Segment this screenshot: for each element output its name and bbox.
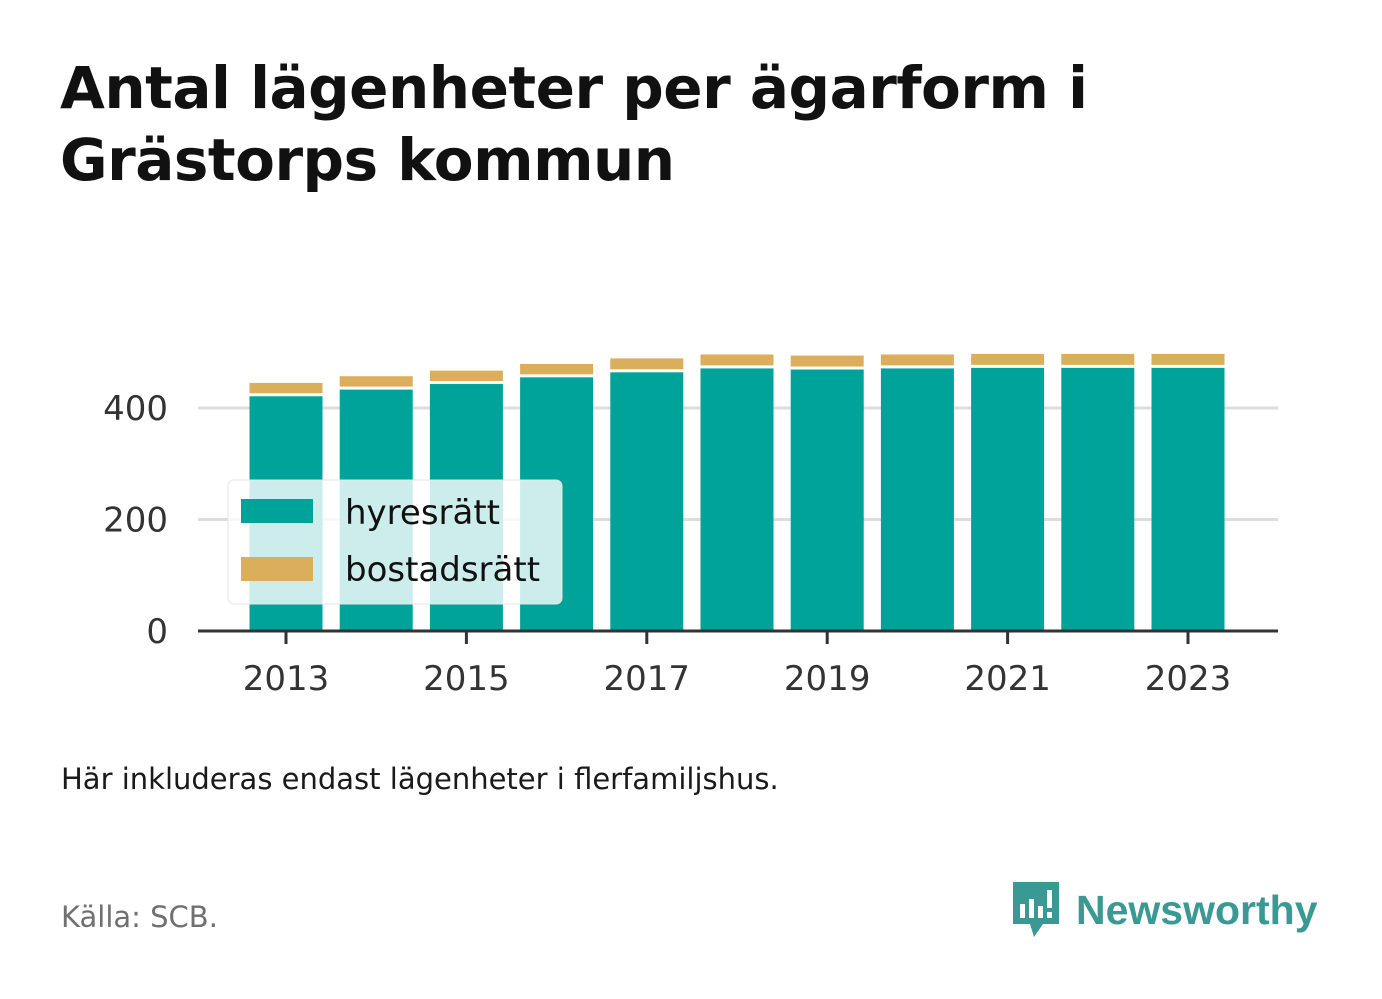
legend-swatch-hyresratt: [241, 499, 313, 523]
legend-label-hyresratt: hyresrätt: [345, 493, 500, 533]
newsworthy-logo-icon: [1013, 882, 1059, 937]
bar-bostadsratt-2014: [339, 376, 413, 387]
bar-bostadsratt-2022: [1061, 353, 1135, 365]
y-tick-label: 200: [103, 501, 168, 541]
bar-hyresratt-2019: [790, 369, 864, 631]
y-tick-label: 400: [103, 389, 168, 429]
bar-hyresratt-2018: [700, 368, 774, 631]
bar-bostadsratt-2023: [1151, 353, 1225, 365]
bar-bostadsratt-2020: [880, 354, 954, 366]
stacked-bar-chart: 0 200 400 2013 2015 2017 2019 2021 2023 hyresrä…: [103, 353, 1278, 699]
bar-bostadsratt-2013: [249, 382, 323, 394]
bar-bostadsratt-2015: [429, 370, 503, 382]
x-axis-ticks: 2013 2015 2017 2019 2021 2023: [243, 659, 1232, 699]
bar-hyresratt-2017: [610, 372, 684, 631]
chart-title: Antal lägenheter per ägarform i Grästorp…: [60, 54, 1088, 194]
x-tick-label: 2023: [1145, 659, 1232, 699]
bar-hyresratt-2020: [880, 368, 954, 631]
source-text: Källa: SCB.: [61, 900, 218, 934]
x-tick-label: 2021: [964, 659, 1051, 699]
brand-name: Newsworthy: [1076, 886, 1318, 933]
legend-swatch-bostadsratt: [241, 557, 313, 581]
bar-hyresratt-2022: [1061, 367, 1135, 631]
chart-note: Här inkluderas endast lägenheter i flerf…: [61, 762, 779, 796]
y-axis-ticks: 0 200 400: [103, 389, 168, 652]
bar-bostadsratt-2016: [520, 363, 594, 375]
bar-bostadsratt-2017: [610, 358, 684, 370]
bar-bostadsratt-2018: [700, 354, 774, 366]
x-tick-label: 2013: [243, 659, 330, 699]
x-tick-label: 2019: [784, 659, 871, 699]
x-tick-label: 2017: [604, 659, 691, 699]
y-tick-label: 0: [146, 612, 168, 652]
x-axis: [198, 629, 1278, 644]
legend-label-bostadsratt: bostadsrätt: [345, 550, 540, 590]
bar-bostadsratt-2019: [790, 355, 864, 367]
bar-hyresratt-2023: [1151, 367, 1225, 631]
bar-bostadsratt-2021: [971, 353, 1045, 365]
bar-hyresratt-2021: [971, 367, 1045, 631]
legend: hyresrätt bostadsrätt: [227, 479, 563, 605]
x-tick-label: 2015: [423, 659, 510, 699]
newsworthy-logo: Newsworthy: [1010, 880, 1318, 940]
